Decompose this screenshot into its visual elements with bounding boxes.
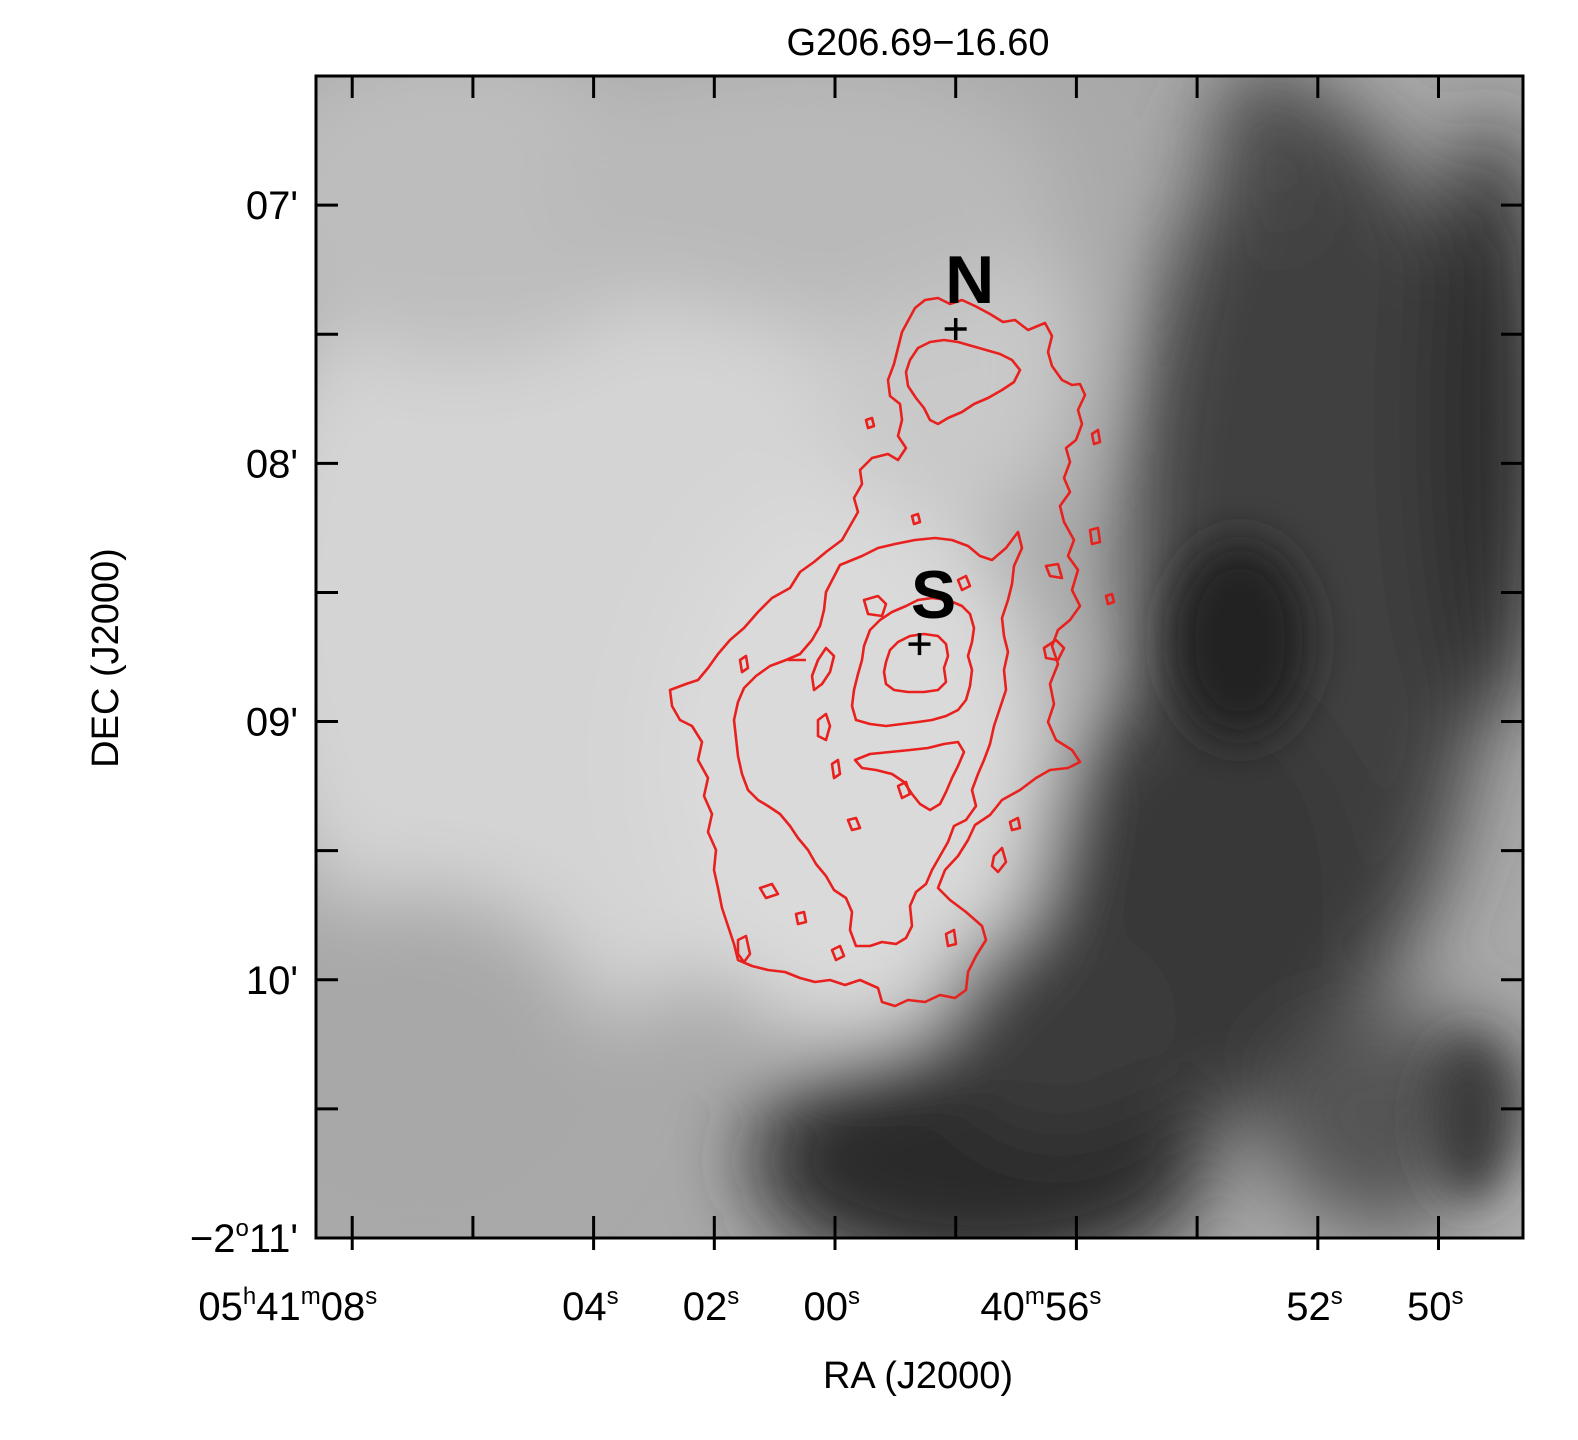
contour-island — [830, 758, 842, 780]
contour-island — [1042, 638, 1066, 662]
contour-island — [1088, 526, 1102, 546]
source-s: S — [908, 557, 956, 656]
contour-island — [944, 928, 958, 948]
source-n: N — [944, 242, 994, 341]
contour-middle — [732, 530, 1024, 948]
contour-island — [1044, 562, 1064, 580]
contour-island — [956, 574, 972, 592]
x-tick-label: 05h41m08s — [198, 1283, 377, 1329]
chart-title: G206.69−16.60 — [786, 22, 1049, 64]
y-tick-label: 08' — [246, 442, 298, 486]
contour-island — [846, 816, 862, 832]
contour-island — [990, 846, 1008, 874]
y-tick-label: −2o11' — [190, 1215, 298, 1261]
y-tick-labels: 07' 08' 09' 10' −2o11' — [190, 184, 298, 1261]
contour-island — [1104, 592, 1116, 606]
x-tick-label: 52s — [1286, 1283, 1343, 1329]
x-axis-label: RA (J2000) — [823, 1355, 1013, 1397]
contour-island — [1090, 428, 1102, 446]
x-tick-label: 04s — [562, 1283, 619, 1329]
y-tick-label: 07' — [246, 184, 298, 228]
y-tick-label: 10' — [246, 959, 298, 1003]
contour-island — [910, 512, 922, 526]
contour-inner-n — [904, 338, 1022, 426]
x-tick-label: 40m56s — [980, 1283, 1101, 1329]
y-tick-label: 09' — [246, 701, 298, 745]
axis-ticks — [316, 74, 1523, 1250]
contour-outer — [668, 296, 1087, 1008]
contour-island — [862, 594, 888, 618]
x-tick-label: 00s — [804, 1283, 861, 1329]
contour-island — [1008, 816, 1022, 832]
source-label: N — [945, 242, 994, 318]
contour-island — [738, 654, 750, 674]
contour-island — [736, 934, 752, 964]
source-markers: NS — [908, 242, 994, 656]
contour-island — [896, 780, 912, 800]
intensity-image — [316, 76, 1523, 1238]
contour-s-lower-lobe — [853, 740, 966, 812]
x-tick-label: 50s — [1407, 1283, 1464, 1329]
x-tick-label: 02s — [683, 1283, 740, 1329]
contour-island — [758, 882, 780, 900]
x-tick-labels: 05h41m08s 04s 02s 00s 40m56s 52s 50s — [198, 1283, 1463, 1329]
contour-island — [794, 910, 808, 926]
plot-frame — [314, 74, 1525, 1240]
source-label: S — [911, 557, 956, 633]
contour-island — [816, 712, 832, 742]
contour-island — [810, 646, 836, 692]
contour-inner-s — [850, 596, 976, 728]
contour-island — [864, 416, 876, 430]
y-axis-label: DEC (J2000) — [85, 548, 127, 768]
contour-island — [830, 944, 846, 962]
